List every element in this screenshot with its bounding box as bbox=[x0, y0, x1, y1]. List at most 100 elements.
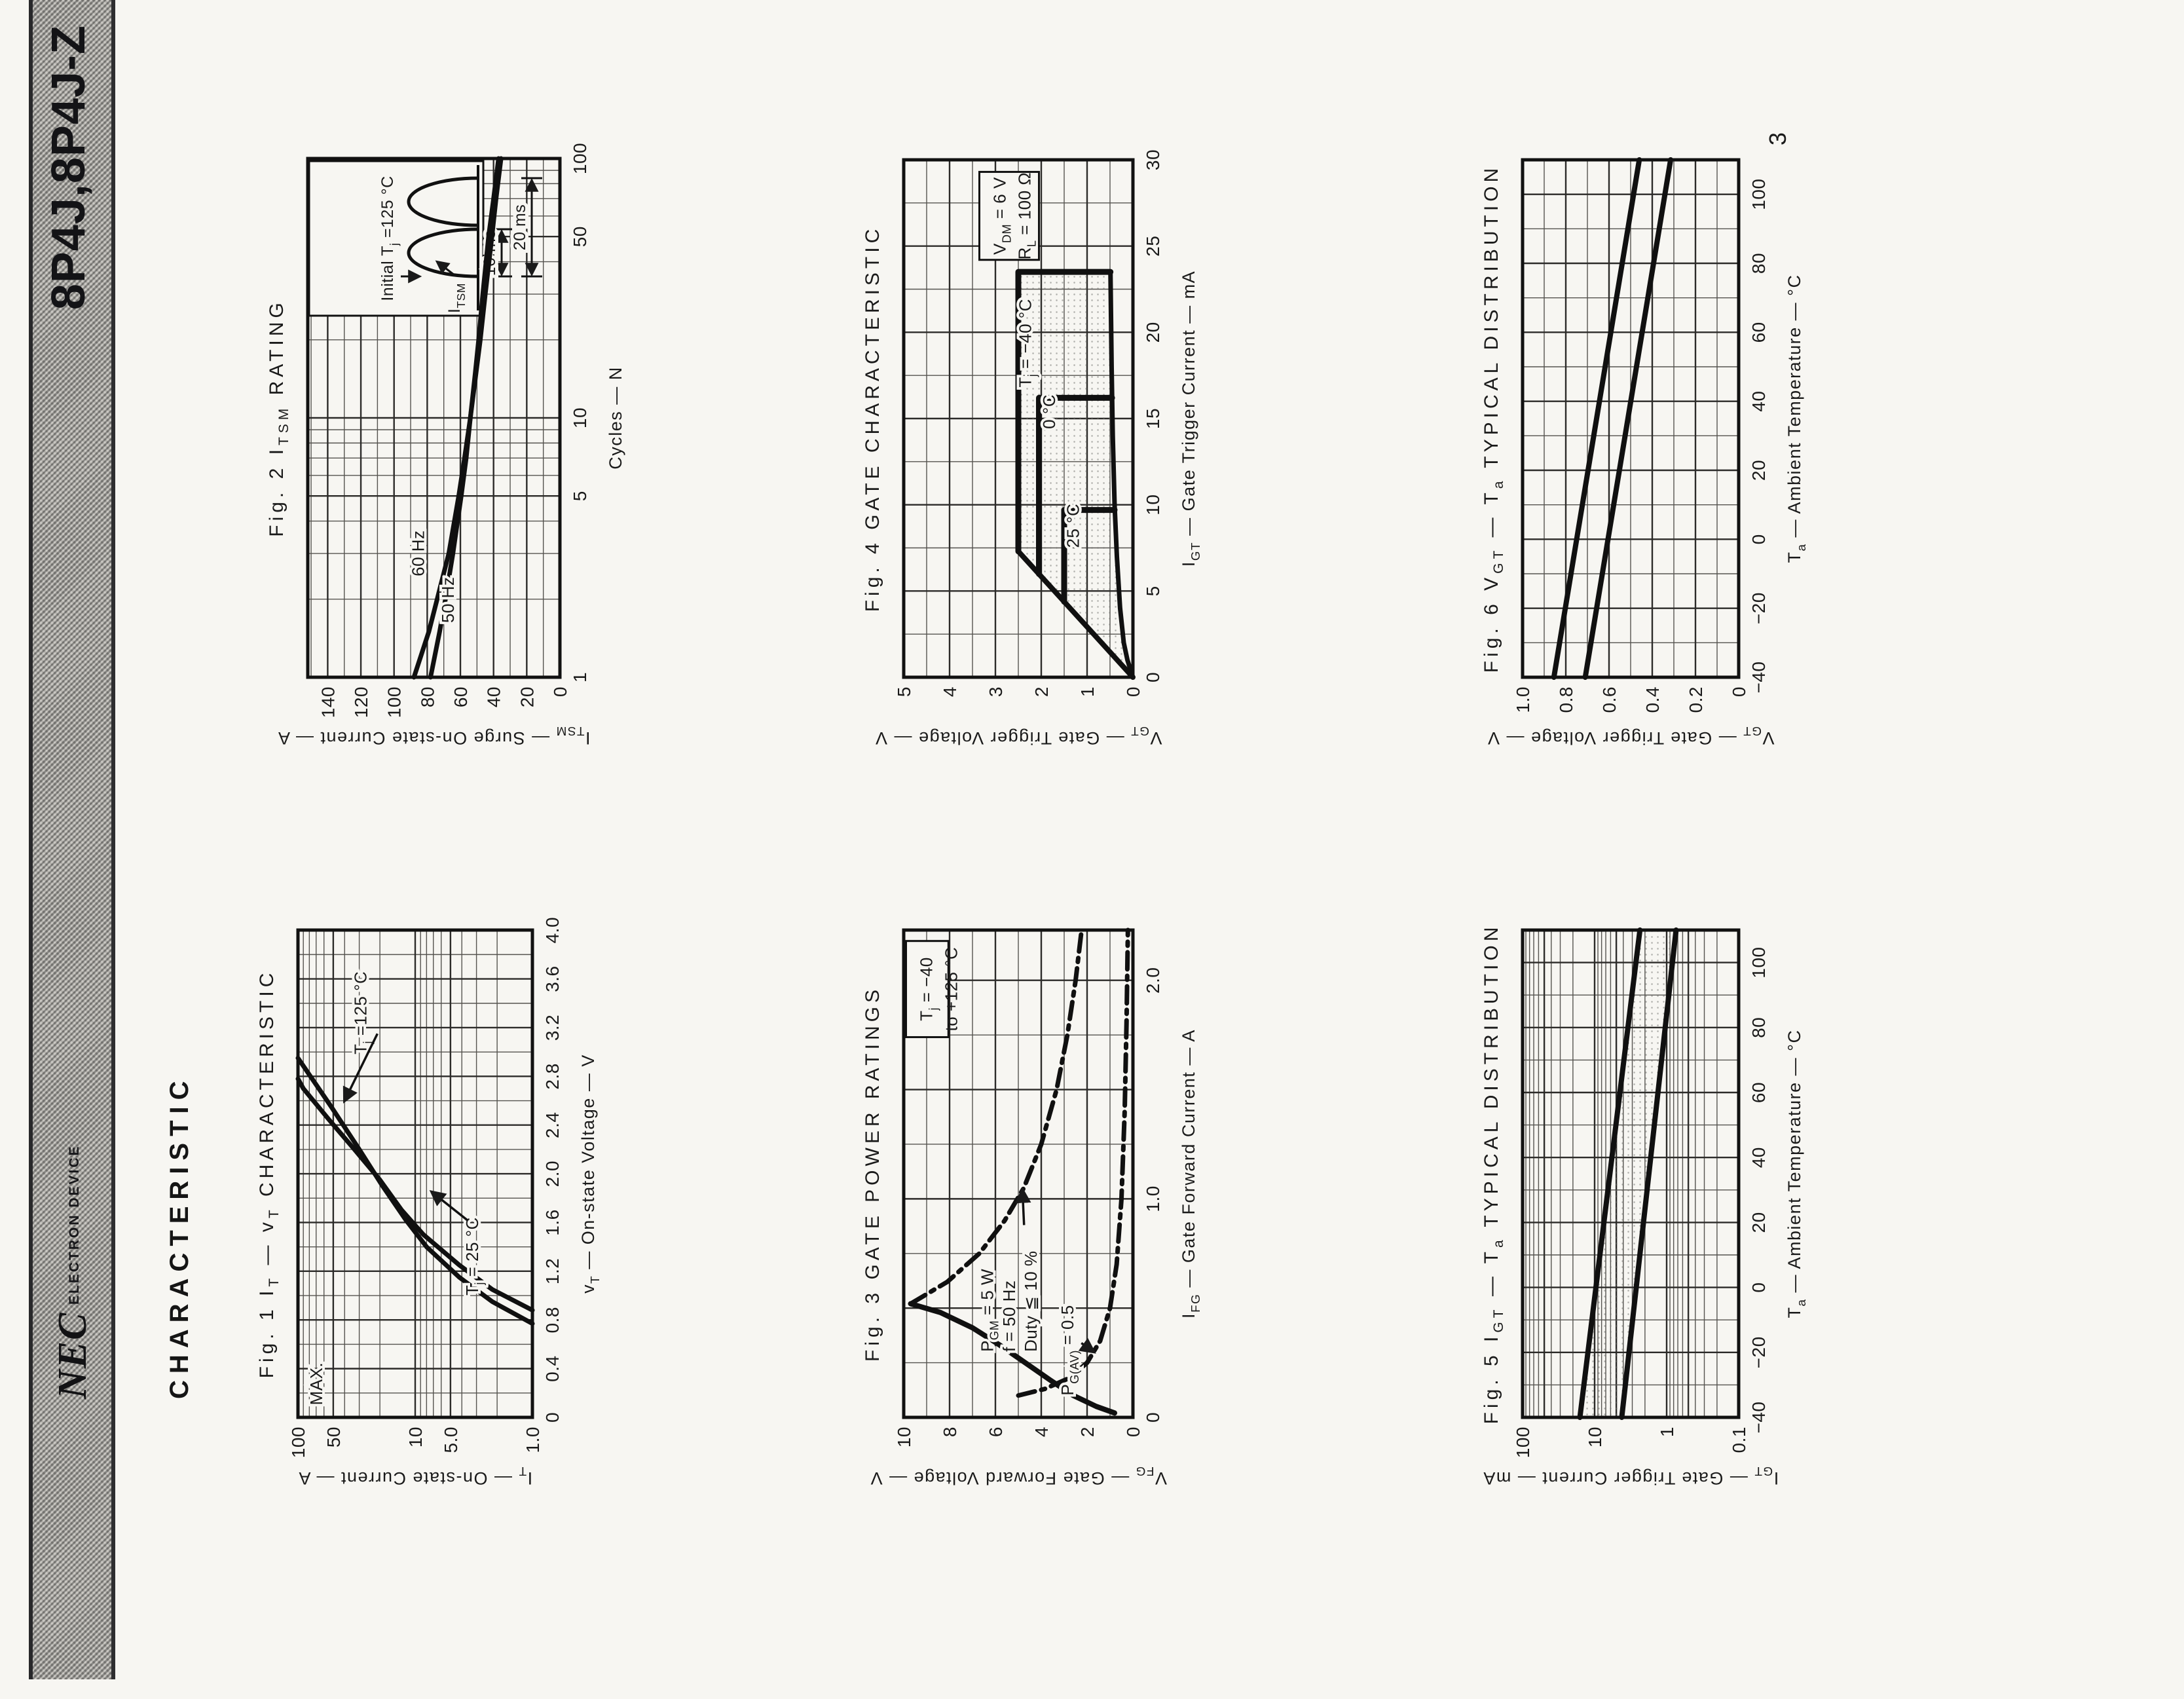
fig6-curve-1-lower-distribution bbox=[1582, 157, 1674, 680]
fig6-xtick: 60 bbox=[1749, 322, 1769, 343]
fig2-ytick: 60 bbox=[451, 686, 471, 707]
fig6-xtick: −20 bbox=[1749, 592, 1769, 624]
figure-fig5: Fig. 5 IGT — Ta TYPICAL DISTRIBUTION−40−… bbox=[1481, 924, 1809, 1488]
fig1-xaxis-title: vT — On-state Voltage — V bbox=[578, 1054, 602, 1294]
fig6-ytick: 0.4 bbox=[1642, 686, 1663, 713]
fig5-xaxis-title: Ta — Ambient Temperature — °C bbox=[1785, 1030, 1809, 1318]
fig1-ytick: 10 bbox=[405, 1427, 426, 1447]
fig1-frame bbox=[296, 928, 534, 1419]
fig4-ytick: 4 bbox=[940, 686, 960, 697]
fig3-xaxis-title: IFG — Gate Forward Current — A bbox=[1179, 1029, 1203, 1318]
fig3-title: Fig. 3 GATE POWER RATINGS bbox=[862, 986, 883, 1362]
inset-dim-label: 20 ms bbox=[511, 204, 529, 251]
figure-fig2: Fig. 2 ITSM RATING Initial Tj =125 °C ITSM… bbox=[266, 143, 625, 748]
fig5-xtick: −20 bbox=[1749, 1336, 1769, 1368]
fig6-xtick: −40 bbox=[1749, 662, 1769, 694]
fig4-xtick: 0 bbox=[1143, 672, 1163, 682]
fig3-curve-0-gate-characteristic bbox=[908, 1301, 1117, 1416]
fig3-xtick: 1.0 bbox=[1143, 1186, 1163, 1212]
fig1-xtick: 3.6 bbox=[542, 965, 563, 992]
figure-fig1: Fig. 1 IT — vT CHARACTERISTIC MAX. Tj = 25… bbox=[256, 917, 602, 1488]
fig2-ytick: 40 bbox=[484, 686, 504, 707]
fig4-curve-0-min-gate-characteristic bbox=[1108, 269, 1136, 680]
fig2-label: 60 Hz bbox=[408, 530, 428, 576]
fig2-ytick: 120 bbox=[351, 686, 371, 718]
fig2-ytick: 100 bbox=[384, 686, 405, 718]
fig1-leader-arrow bbox=[429, 1189, 468, 1222]
fig1-xtick: 3.2 bbox=[542, 1015, 563, 1041]
fig5-xtick: 60 bbox=[1749, 1082, 1769, 1103]
fig6-ytick: 0.6 bbox=[1599, 686, 1619, 713]
fig1-ytick: 1.0 bbox=[523, 1427, 543, 1453]
fig5-frame bbox=[1521, 928, 1741, 1419]
fig2-ytick: 0 bbox=[550, 686, 570, 697]
fig2-ytick: 80 bbox=[417, 686, 437, 707]
fig1-ytick: 100 bbox=[288, 1427, 308, 1458]
fig3-axis-labels: 0 1.0 2.0 0 2 4 6 8 10 IFG — Gate Forward Current… bbox=[870, 967, 1203, 1488]
fig2-yaxis-title: ITSM — Surge On-state Current — A bbox=[277, 724, 590, 748]
fig1-title: Fig. 1 IT — vT CHARACTERISTIC bbox=[256, 969, 282, 1379]
fig1-xtick: 0.4 bbox=[542, 1355, 563, 1381]
fig3-note-box: Tj = −40 to +125 °C bbox=[905, 940, 961, 1038]
fig4-ytick: 3 bbox=[986, 686, 1006, 697]
fig1-label: Tj = 25 °C bbox=[462, 1217, 486, 1296]
fig4-xtick: 20 bbox=[1143, 322, 1163, 343]
fig6-axis-labels: −40 −20 0 20 40 60 80 100 0 0.2 0.4 0.6 0.8 1.0 Ta — A… bbox=[1487, 179, 1809, 748]
fig6-ytick: 0 bbox=[1729, 686, 1749, 697]
figure-fig3: Fig. 3 GATE POWER RATINGS Tj = −40 to +125… bbox=[862, 927, 1203, 1488]
fig3-ytick: 6 bbox=[986, 1427, 1006, 1437]
fig3-ytick: 0 bbox=[1123, 1427, 1143, 1437]
fig6-ytick: 1.0 bbox=[1513, 686, 1533, 713]
fig1-ytick: 5.0 bbox=[441, 1427, 461, 1453]
fig6-xaxis-title: Ta — Ambient Temperature — °C bbox=[1785, 274, 1809, 563]
fig6-xtick: 80 bbox=[1749, 253, 1769, 274]
fig2-ytick: 140 bbox=[318, 686, 338, 718]
fig5-xtick: −40 bbox=[1749, 1402, 1769, 1434]
fig6-xtick: 0 bbox=[1749, 534, 1769, 544]
fig2-axis-labels: 1 5 10 50 100 0 20 40 60 80 100 120 140 Cycles — N ITS… bbox=[277, 143, 625, 748]
fig4-curve-2-tj-40c-limit bbox=[1015, 269, 1114, 555]
fig3-leader-arrow bbox=[1014, 1187, 1031, 1225]
fig2-curve-1-50-hz bbox=[428, 156, 501, 680]
fig4-xtick: 15 bbox=[1143, 408, 1163, 429]
fig3-label: Duty ≦ 10 % bbox=[1021, 1250, 1041, 1351]
fig2-frame bbox=[306, 157, 562, 679]
fig1-grid bbox=[297, 929, 534, 1419]
fig2-xtick: 100 bbox=[570, 143, 590, 174]
fig4-ytick: 2 bbox=[1031, 686, 1052, 697]
fig2-title: Fig. 2 ITSM RATING bbox=[266, 299, 291, 536]
fig3-xtick: 0 bbox=[1143, 1412, 1163, 1423]
inset-itsm-label: ITSM bbox=[445, 283, 468, 313]
fig5-ytick: 10 bbox=[1585, 1427, 1605, 1447]
fig3-ytick: 10 bbox=[894, 1427, 914, 1447]
fig1-xtick: 2.0 bbox=[542, 1161, 563, 1187]
fig6-title: Fig. 6 VGT — Ta TYPICAL DISTRIBUTION bbox=[1481, 164, 1506, 673]
fig1-xtick: 2.4 bbox=[542, 1111, 563, 1138]
inset-title: Initial Tj =125 °C bbox=[379, 176, 401, 301]
fig4-xtick: 25 bbox=[1143, 236, 1163, 257]
fig4-xtick: 5 bbox=[1143, 586, 1163, 596]
fig5-ytick: 100 bbox=[1513, 1427, 1533, 1458]
fig2-xtick: 10 bbox=[570, 407, 590, 428]
fig3-label: f = 50 Hz bbox=[999, 1280, 1019, 1352]
fig3-ytick: 8 bbox=[940, 1427, 960, 1437]
fig4-ytick: 0 bbox=[1123, 686, 1143, 697]
fig3-ytick: 2 bbox=[1077, 1427, 1098, 1437]
fig6-ytick: 0.2 bbox=[1686, 686, 1706, 713]
fig4-label: 0 °C bbox=[1039, 394, 1059, 429]
fig1-xtick: 0.8 bbox=[542, 1307, 563, 1333]
fig1-curve-1-tj-125c bbox=[295, 1055, 535, 1326]
fig4-note-line: RL = 100 Ω bbox=[1015, 172, 1039, 260]
fig2-xaxis-title: Cycles — N bbox=[606, 366, 625, 470]
fig3-label: PG(AV) = 0.5 bbox=[1058, 1305, 1081, 1395]
fig3-note-line: Tj = −40 bbox=[917, 957, 940, 1021]
fig5-xtick: 40 bbox=[1749, 1147, 1769, 1168]
fig6-xtick: 40 bbox=[1749, 391, 1769, 412]
fig5-curve-1-lower-distribution bbox=[1619, 927, 1679, 1420]
fig2-ytick: 20 bbox=[517, 686, 537, 707]
fig1-label: Tj =125 °C bbox=[351, 971, 375, 1055]
fig6-frame bbox=[1521, 158, 1741, 679]
